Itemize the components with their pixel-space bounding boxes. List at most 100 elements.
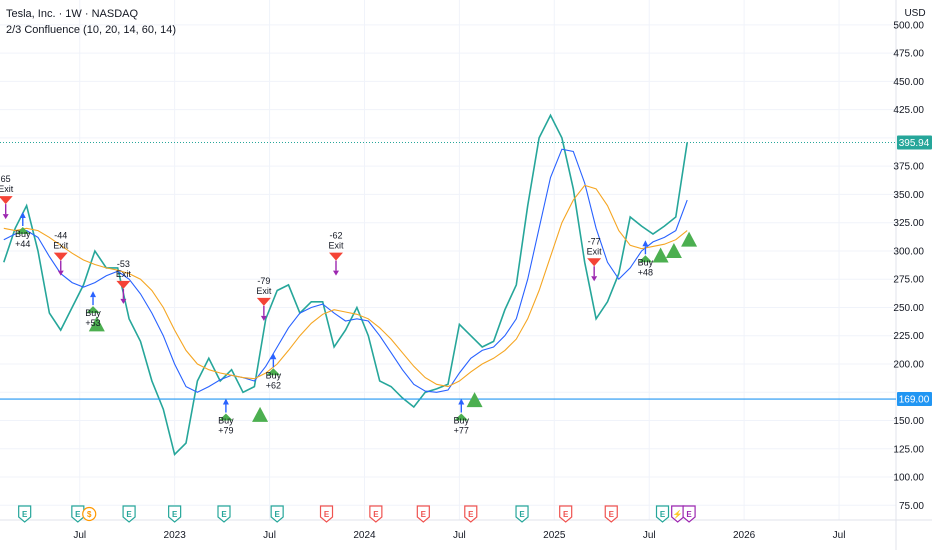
chart-legend: Tesla, Inc. · 1W · NASDAQ 2/3 Confluence… <box>6 6 176 38</box>
event-icon-glyph: E <box>421 510 427 519</box>
buy-signal-label: Buy <box>15 229 31 239</box>
exit-flag-icon <box>53 252 68 261</box>
signal-pnl-label: +62 <box>266 380 281 390</box>
buy-signal: Buy+77 <box>454 398 470 436</box>
earnings-miss-event-badge: E <box>604 505 618 523</box>
buy-signal-label: Buy <box>638 257 654 267</box>
x-tick-label: 2023 <box>164 530 187 541</box>
buy-flag-icon <box>15 227 30 234</box>
exit-flag-icon <box>256 297 271 306</box>
upcoming-event-badge: E <box>682 505 696 523</box>
event-icon-glyph: E <box>373 510 379 519</box>
event-icon-glyph: E <box>609 510 615 519</box>
exit-flag-icon <box>587 258 602 267</box>
exit-signal-label: Exit <box>0 184 14 194</box>
earnings-miss-event-badge: E <box>319 505 334 523</box>
confluence-triangle <box>252 406 269 422</box>
symbol-title[interactable]: Tesla, Inc. · 1W · NASDAQ <box>6 8 139 20</box>
buy-arrow-icon <box>222 398 229 405</box>
y-tick-label: 250.00 <box>893 303 924 314</box>
event-icon-glyph: E <box>686 510 692 519</box>
price-line <box>3 113 688 456</box>
earnings-miss-event-badge: E <box>369 505 383 523</box>
earnings-miss-event-badge: E <box>559 505 573 523</box>
earnings-icon <box>604 505 618 523</box>
event-icon-glyph: E <box>563 510 569 519</box>
exit-signal-label: Exit <box>53 241 69 251</box>
x-tick-label: Jul <box>263 530 276 541</box>
event-icon-glyph: E <box>22 510 28 519</box>
confluence-triangle <box>665 242 682 258</box>
fast-ma-line <box>3 148 688 393</box>
currency-label[interactable]: USD <box>904 8 926 19</box>
earnings-icon <box>122 505 136 523</box>
dividend-event-badge: $ <box>82 506 97 522</box>
exit-flag-icon <box>329 252 343 261</box>
earnings-icon <box>71 505 85 523</box>
buy-signal: Buy+48 <box>638 240 654 277</box>
event-icon-glyph: E <box>660 510 666 519</box>
y-tick-label: 425.00 <box>893 105 924 116</box>
earnings-icon <box>464 505 478 523</box>
buy-signal-label: Buy <box>454 416 470 426</box>
signal-pnl-label: -79 <box>257 276 270 286</box>
y-tick-label: 100.00 <box>893 473 924 484</box>
earnings-icon <box>671 505 685 523</box>
signal-pnl-label: +44 <box>15 239 30 249</box>
earnings-icon <box>270 505 284 523</box>
exit-arrow-icon <box>120 298 127 304</box>
y-tick-label: 350.00 <box>893 190 924 201</box>
buy-signal: Buy+44 <box>15 212 31 249</box>
earnings-icon <box>655 505 670 523</box>
buy-flag-icon <box>454 413 469 421</box>
y-tick-label: 200.00 <box>893 360 924 371</box>
earnings-event-badge: E <box>655 505 670 523</box>
earnings-event-badge: E <box>217 505 231 523</box>
earnings-event-badge: E <box>515 505 529 523</box>
x-tick-label: Jul <box>453 530 466 541</box>
y-tick-label: 75.00 <box>899 501 924 512</box>
earnings-event-badge: E <box>71 505 85 523</box>
y-tick-label: 500.00 <box>893 20 924 31</box>
y-tick-label: 475.00 <box>893 49 924 60</box>
y-tick-label: 300.00 <box>893 246 924 257</box>
earnings-event-badge: E <box>168 505 182 523</box>
slow-ma-line <box>3 184 688 388</box>
buy-signal: Buy+79 <box>218 398 234 436</box>
exit-flag-icon <box>0 196 13 205</box>
confluence-triangle <box>681 231 698 247</box>
last-price-label: 395.94 <box>899 138 930 149</box>
x-tick-label: 2026 <box>733 530 756 541</box>
exit-signal-label: Exit <box>328 241 344 251</box>
earnings-icon <box>369 505 383 523</box>
earnings-icon <box>319 505 334 523</box>
y-tick-label: 325.00 <box>893 218 924 229</box>
earnings-miss-event-badge: E <box>464 505 478 523</box>
x-tick-label: Jul <box>643 530 656 541</box>
last-price-tag <box>897 135 932 150</box>
earnings-icon <box>416 505 430 523</box>
exit-arrow-icon <box>2 214 9 220</box>
buy-signal: Buy+62 <box>266 353 282 390</box>
dividend-icon <box>82 506 97 522</box>
y-tick-label: 275.00 <box>893 275 924 286</box>
event-icon-glyph: E <box>324 510 330 519</box>
earnings-miss-event-badge: E <box>416 505 430 523</box>
signal-pnl-label: 65 <box>1 174 11 184</box>
buy-arrow-icon <box>19 212 26 218</box>
event-icon-glyph: E <box>468 510 474 519</box>
y-tick-label: 125.00 <box>893 444 924 455</box>
indicator-title[interactable]: 2/3 Confluence (10, 20, 14, 60, 14) <box>6 24 177 36</box>
exit-arrow-icon <box>333 270 339 276</box>
earnings-event-badge: E <box>18 505 32 523</box>
event-icon-glyph: E <box>172 510 178 519</box>
buy-signal: Buy+53 <box>85 291 101 328</box>
event-icon-glyph: E <box>126 510 132 519</box>
exit-signal-label: Exit <box>116 269 132 279</box>
event-icon-glyph: E <box>221 510 227 519</box>
buy-arrow-icon <box>642 240 649 247</box>
